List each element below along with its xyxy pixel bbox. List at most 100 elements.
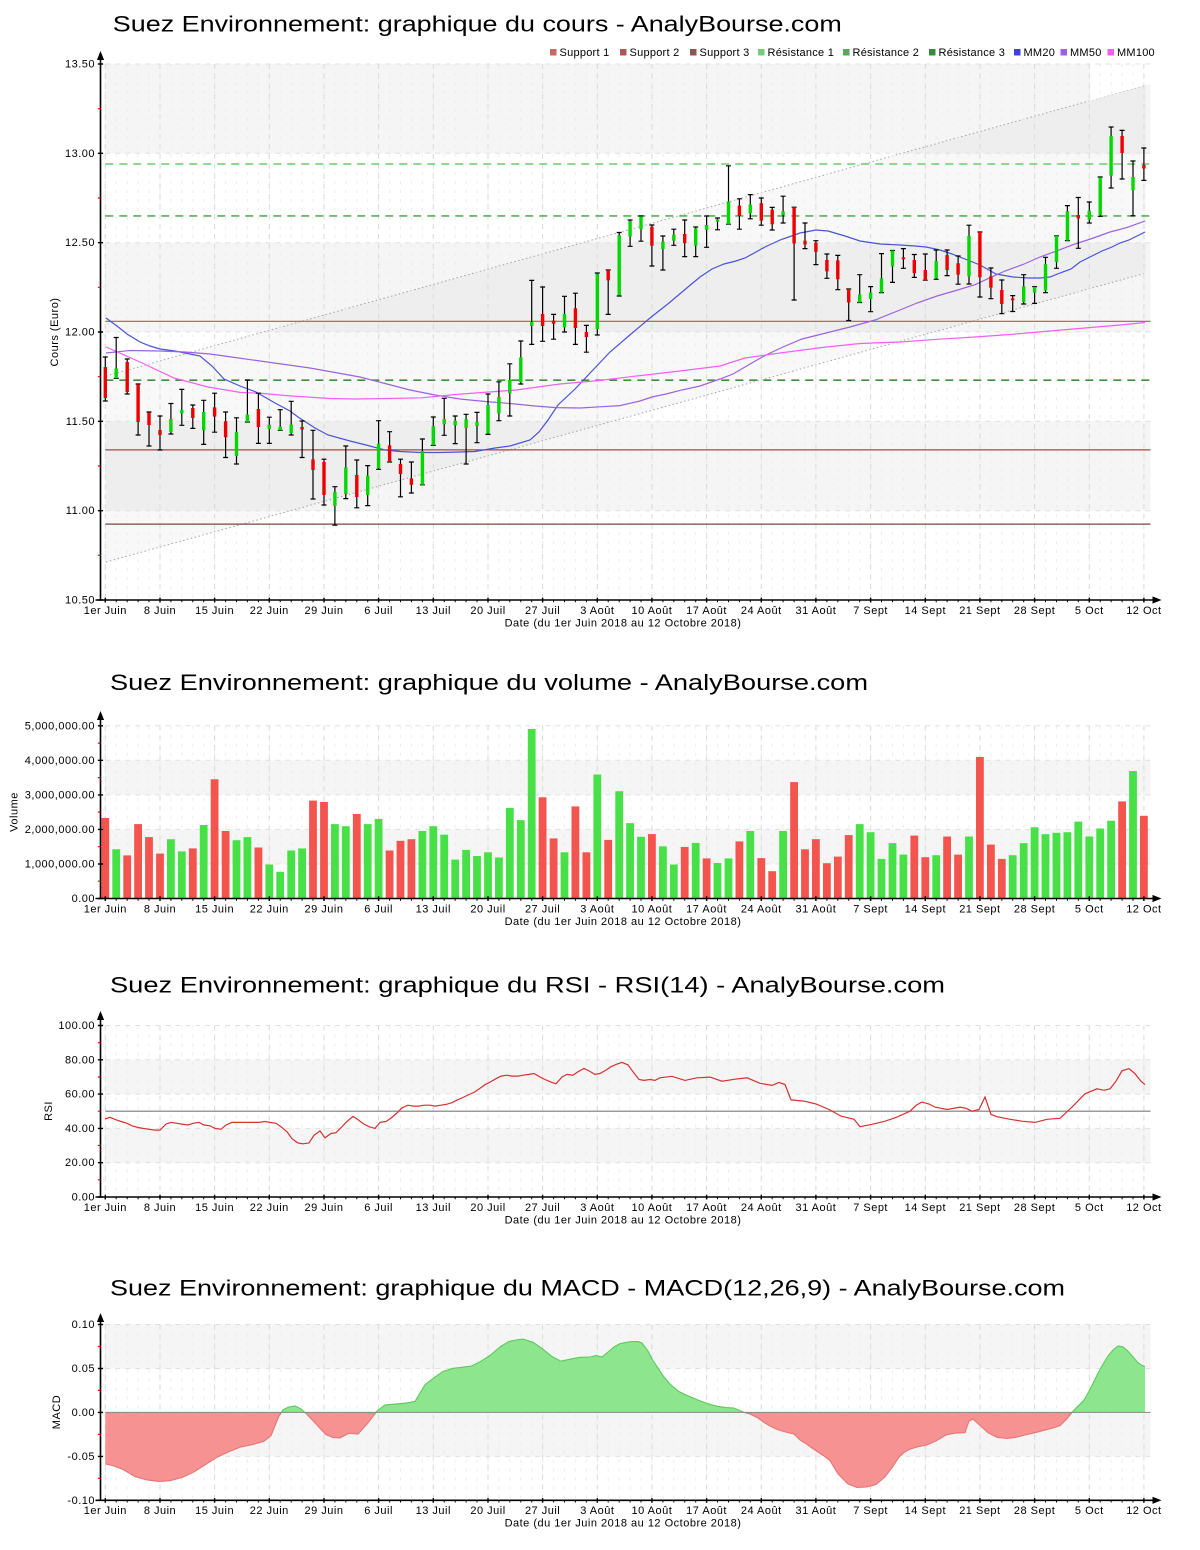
svg-text:6 Juil: 6 Juil (364, 605, 393, 617)
svg-text:27 Juil: 27 Juil (525, 903, 560, 915)
svg-text:17 Août: 17 Août (686, 605, 727, 617)
svg-text:20.00: 20.00 (65, 1157, 95, 1169)
svg-text:6 Juil: 6 Juil (364, 903, 393, 915)
svg-text:21 Sept: 21 Sept (959, 903, 1000, 915)
svg-text:MM100: MM100 (1117, 47, 1155, 59)
svg-text:0.00: 0.00 (72, 893, 95, 905)
svg-text:Suez Environnement: graphique: Suez Environnement: graphique du volume … (110, 670, 868, 695)
svg-text:15 Juin: 15 Juin (195, 1202, 234, 1214)
svg-text:14 Sept: 14 Sept (905, 903, 946, 915)
svg-text:5 Oct: 5 Oct (1075, 903, 1104, 915)
svg-text:12.50: 12.50 (65, 237, 95, 249)
svg-text:8 Juin: 8 Juin (144, 1505, 176, 1517)
svg-text:10 Août: 10 Août (631, 903, 672, 915)
svg-text:7 Sept: 7 Sept (853, 1202, 888, 1214)
svg-text:22 Juin: 22 Juin (250, 903, 289, 915)
svg-text:22 Juin: 22 Juin (250, 1202, 289, 1214)
svg-text:24 Août: 24 Août (741, 1202, 782, 1214)
svg-text:1er Juin: 1er Juin (84, 1202, 127, 1214)
svg-text:13 Juil: 13 Juil (416, 605, 451, 617)
svg-text:13 Juil: 13 Juil (416, 1202, 451, 1214)
svg-text:5,000,000.00: 5,000,000.00 (25, 720, 95, 732)
svg-text:20 Juil: 20 Juil (470, 1505, 505, 1517)
svg-text:Volume: Volume (9, 792, 21, 832)
svg-text:31 Août: 31 Août (795, 605, 836, 617)
svg-text:6 Juil: 6 Juil (364, 1202, 393, 1214)
svg-text:27 Juil: 27 Juil (525, 605, 560, 617)
svg-text:12 Oct: 12 Oct (1126, 605, 1161, 617)
svg-text:15 Juin: 15 Juin (195, 605, 234, 617)
svg-text:29 Juin: 29 Juin (305, 903, 344, 915)
svg-text:1er Juin: 1er Juin (84, 605, 127, 617)
svg-text:0.10: 0.10 (72, 1319, 95, 1331)
svg-text:Support 1: Support 1 (560, 47, 610, 59)
svg-text:Résistance 3: Résistance 3 (939, 47, 1006, 59)
svg-text:100.00: 100.00 (58, 1020, 95, 1032)
svg-text:5 Oct: 5 Oct (1075, 1505, 1104, 1517)
svg-text:31 Août: 31 Août (795, 1505, 836, 1517)
svg-text:3 Août: 3 Août (580, 1202, 614, 1214)
svg-text:15 Juin: 15 Juin (195, 903, 234, 915)
svg-text:Date (du 1er Juin 2018 au 12 O: Date (du 1er Juin 2018 au 12 Octobre 201… (505, 1518, 742, 1530)
svg-text:Résistance 1: Résistance 1 (768, 47, 835, 59)
svg-text:29 Juin: 29 Juin (305, 1202, 344, 1214)
svg-text:8 Juin: 8 Juin (144, 1202, 176, 1214)
svg-text:17 Août: 17 Août (686, 1505, 727, 1517)
svg-text:5 Oct: 5 Oct (1075, 605, 1104, 617)
svg-text:MM50: MM50 (1070, 47, 1102, 59)
svg-text:1er Juin: 1er Juin (84, 903, 127, 915)
svg-text:2,000,000.00: 2,000,000.00 (25, 824, 95, 836)
svg-text:17 Août: 17 Août (686, 1202, 727, 1214)
svg-text:Suez Environnement: graphique: Suez Environnement: graphique du MACD - … (110, 1276, 1065, 1301)
svg-text:Date (du 1er Juin 2018 au 12 O: Date (du 1er Juin 2018 au 12 Octobre 201… (505, 1214, 742, 1226)
svg-text:28 Sept: 28 Sept (1014, 1505, 1055, 1517)
svg-text:Date (du 1er Juin 2018 au 12 O: Date (du 1er Juin 2018 au 12 Octobre 201… (505, 617, 742, 629)
svg-text:Date (du 1er Juin 2018 au 12 O: Date (du 1er Juin 2018 au 12 Octobre 201… (505, 916, 742, 928)
svg-text:13.00: 13.00 (65, 148, 95, 160)
svg-text:22 Juin: 22 Juin (250, 1505, 289, 1517)
svg-text:7 Sept: 7 Sept (853, 605, 888, 617)
svg-text:10 Août: 10 Août (631, 605, 672, 617)
svg-text:7 Sept: 7 Sept (853, 1505, 888, 1517)
svg-text:Support 2: Support 2 (630, 47, 680, 59)
svg-text:11.50: 11.50 (66, 416, 95, 428)
svg-text:80.00: 80.00 (65, 1054, 95, 1066)
svg-text:12 Oct: 12 Oct (1126, 903, 1161, 915)
svg-text:10 Août: 10 Août (631, 1505, 672, 1517)
svg-text:1er Juin: 1er Juin (84, 1505, 127, 1517)
svg-text:21 Sept: 21 Sept (959, 605, 1000, 617)
svg-text:27 Juil: 27 Juil (525, 1202, 560, 1214)
svg-text:28 Sept: 28 Sept (1014, 1202, 1055, 1214)
svg-text:1,000,000.00: 1,000,000.00 (25, 859, 95, 871)
svg-text:17 Août: 17 Août (686, 903, 727, 915)
svg-text:12 Oct: 12 Oct (1126, 1505, 1161, 1517)
svg-text:22 Juin: 22 Juin (250, 605, 289, 617)
svg-text:24 Août: 24 Août (741, 903, 782, 915)
svg-text:14 Sept: 14 Sept (905, 605, 946, 617)
svg-text:13 Juil: 13 Juil (416, 1505, 451, 1517)
svg-text:12 Oct: 12 Oct (1126, 1202, 1161, 1214)
svg-text:21 Sept: 21 Sept (959, 1505, 1000, 1517)
svg-text:20 Juil: 20 Juil (470, 1202, 505, 1214)
svg-text:Suez Environnement: graphique: Suez Environnement: graphique du RSI - R… (110, 973, 945, 998)
svg-text:MM20: MM20 (1024, 47, 1056, 59)
svg-text:Résistance 2: Résistance 2 (853, 47, 920, 59)
svg-text:31 Août: 31 Août (795, 1202, 836, 1214)
svg-text:0.00: 0.00 (72, 1407, 95, 1419)
svg-text:RSI: RSI (43, 1101, 55, 1121)
svg-text:3 Août: 3 Août (580, 903, 614, 915)
svg-text:10 Août: 10 Août (631, 1202, 672, 1214)
svg-text:8 Juin: 8 Juin (144, 605, 176, 617)
svg-text:28 Sept: 28 Sept (1014, 605, 1055, 617)
svg-text:MACD: MACD (51, 1395, 63, 1429)
svg-text:6 Juil: 6 Juil (364, 1505, 393, 1517)
svg-text:13.50: 13.50 (65, 59, 95, 71)
svg-text:Support 3: Support 3 (700, 47, 750, 59)
svg-text:20 Juil: 20 Juil (470, 605, 505, 617)
svg-text:3 Août: 3 Août (580, 605, 614, 617)
svg-text:20 Juil: 20 Juil (470, 903, 505, 915)
svg-text:5 Oct: 5 Oct (1075, 1202, 1104, 1214)
svg-text:24 Août: 24 Août (741, 1505, 782, 1517)
svg-text:11.00: 11.00 (66, 505, 95, 517)
svg-text:40.00: 40.00 (65, 1123, 95, 1135)
